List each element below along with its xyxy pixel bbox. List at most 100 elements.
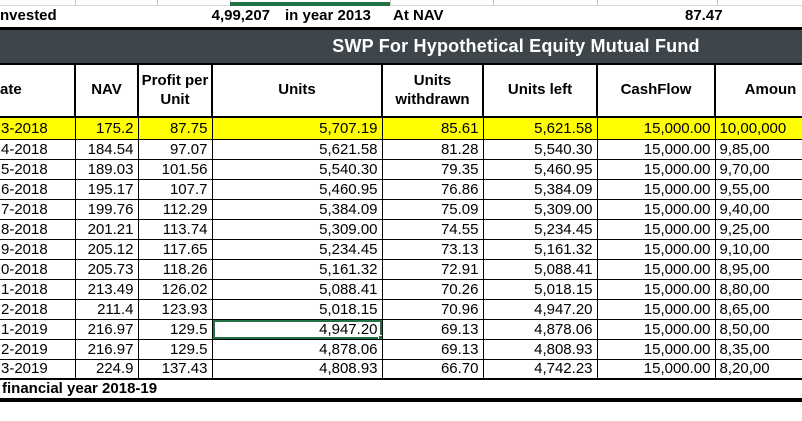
cell-left[interactable]: 4,878.06	[482, 318, 598, 340]
cell-cashflow[interactable]: 15,000.00	[596, 198, 716, 220]
at-nav-value[interactable]: 87.47	[685, 7, 723, 24]
at-nav-label[interactable]: At NAV	[393, 7, 444, 24]
cell-amount[interactable]: 9,10,00	[714, 238, 802, 260]
cell-cashflow[interactable]: 15,000.00	[596, 116, 716, 140]
cell-amount[interactable]: 9,55,00	[714, 178, 802, 200]
cell-nav[interactable]: 189.03	[74, 158, 139, 180]
cell-cashflow[interactable]: 15,000.00	[596, 318, 716, 340]
header-units-left[interactable]: Units left	[482, 63, 598, 118]
cell-units[interactable]: 5,088.41	[211, 278, 383, 300]
cell-profit[interactable]: 123.93	[137, 298, 213, 320]
cell-amount[interactable]: 9,85,00	[714, 138, 802, 160]
cell-amount[interactable]: 9,25,00	[714, 218, 802, 240]
header-units-withdrawn[interactable]: Units withdrawn	[381, 63, 484, 118]
cell-nav[interactable]: 199.76	[74, 198, 139, 220]
cell-amount[interactable]: 10,00,000	[714, 116, 802, 140]
cell-amount[interactable]: 8,65,00	[714, 298, 802, 320]
cell-left[interactable]: 5,309.00	[482, 198, 598, 220]
cell-left[interactable]: 4,742.23	[482, 358, 598, 380]
cell-amount[interactable]: 9,40,00	[714, 198, 802, 220]
cell-profit[interactable]: 129.5	[137, 338, 213, 360]
cell-cashflow[interactable]: 15,000.00	[596, 258, 716, 280]
cell-units[interactable]: 5,621.58	[211, 138, 383, 160]
cell-nav[interactable]: 213.49	[74, 278, 139, 300]
cell-date[interactable]: 4-2018	[0, 138, 76, 160]
cell-withdrawn[interactable]: 85.61	[381, 116, 484, 140]
cell-cashflow[interactable]: 15,000.00	[596, 338, 716, 360]
cell-profit[interactable]: 129.5	[137, 318, 213, 340]
cell-units[interactable]: 5,018.15	[211, 298, 383, 320]
cell-units[interactable]: 5,707.19	[211, 116, 383, 140]
cell-units[interactable]: 5,161.32	[211, 258, 383, 280]
cell-cashflow[interactable]: 15,000.00	[596, 358, 716, 380]
cell-nav[interactable]: 195.17	[74, 178, 139, 200]
cell-withdrawn[interactable]: 75.09	[381, 198, 484, 220]
cell-profit[interactable]: 113.74	[137, 218, 213, 240]
cell-withdrawn[interactable]: 70.96	[381, 298, 484, 320]
cell-units[interactable]: 5,540.30	[211, 158, 383, 180]
cell-date[interactable]: 1-2019	[0, 318, 76, 340]
cell-withdrawn[interactable]: 66.70	[381, 358, 484, 380]
cell-left[interactable]: 5,621.58	[482, 116, 598, 140]
cell-date[interactable]: 1-2018	[0, 278, 76, 300]
cell-withdrawn[interactable]: 70.26	[381, 278, 484, 300]
cell-units[interactable]: 4,808.93	[211, 358, 383, 380]
cell-cashflow[interactable]: 15,000.00	[596, 298, 716, 320]
cell-date[interactable]: 5-2018	[0, 158, 76, 180]
cell-profit[interactable]: 97.07	[137, 138, 213, 160]
cell-date[interactable]: 9-2018	[0, 238, 76, 260]
cell-nav[interactable]: 175.2	[74, 116, 139, 140]
cell-date[interactable]: 0-2018	[0, 258, 76, 280]
cell-profit[interactable]: 117.65	[137, 238, 213, 260]
cell-amount[interactable]: 8,50,00	[714, 318, 802, 340]
cell-withdrawn[interactable]: 79.35	[381, 158, 484, 180]
cell-left[interactable]: 5,540.30	[482, 138, 598, 160]
cell-left[interactable]: 5,088.41	[482, 258, 598, 280]
cell-date[interactable]: 2-2019	[0, 338, 76, 360]
cell-cashflow[interactable]: 15,000.00	[596, 278, 716, 300]
header-amount[interactable]: Amoun	[714, 63, 802, 118]
cell-cashflow[interactable]: 15,000.00	[596, 138, 716, 160]
cell-units[interactable]: 4,947.20	[211, 318, 383, 340]
cell-date[interactable]: 7-2018	[0, 198, 76, 220]
header-profit[interactable]: Profit per Unit	[137, 63, 213, 118]
cell-units[interactable]: 5,460.95	[211, 178, 383, 200]
cell-profit[interactable]: 137.43	[137, 358, 213, 380]
header-date[interactable]: ate	[0, 63, 76, 118]
cell-withdrawn[interactable]: 74.55	[381, 218, 484, 240]
cell-profit[interactable]: 107.7	[137, 178, 213, 200]
cell-amount[interactable]: 9,70,00	[714, 158, 802, 180]
cell-units[interactable]: 4,878.06	[211, 338, 383, 360]
cell-profit[interactable]: 118.26	[137, 258, 213, 280]
invested-amount[interactable]: 4,99,207	[211, 7, 270, 24]
cell-left[interactable]: 5,018.15	[482, 278, 598, 300]
cell-nav[interactable]: 205.73	[74, 258, 139, 280]
cell-amount[interactable]: 8,20,00	[714, 358, 802, 380]
cell-left[interactable]: 5,460.95	[482, 158, 598, 180]
cell-withdrawn[interactable]: 69.13	[381, 338, 484, 360]
cell-units[interactable]: 5,384.09	[211, 198, 383, 220]
cell-withdrawn[interactable]: 69.13	[381, 318, 484, 340]
cell-withdrawn[interactable]: 76.86	[381, 178, 484, 200]
cell-date[interactable]: 3-2018	[0, 116, 76, 140]
cell-profit[interactable]: 101.56	[137, 158, 213, 180]
cell-date[interactable]: 8-2018	[0, 218, 76, 240]
cell-amount[interactable]: 8,95,00	[714, 258, 802, 280]
cell-left[interactable]: 4,808.93	[482, 338, 598, 360]
cell-withdrawn[interactable]: 72.91	[381, 258, 484, 280]
cell-cashflow[interactable]: 15,000.00	[596, 218, 716, 240]
cell-left[interactable]: 5,234.45	[482, 218, 598, 240]
cell-units[interactable]: 5,309.00	[211, 218, 383, 240]
cell-nav[interactable]: 224.9	[74, 358, 139, 380]
cell-amount[interactable]: 8,80,00	[714, 278, 802, 300]
cell-date[interactable]: 2-2018	[0, 298, 76, 320]
cell-withdrawn[interactable]: 73.13	[381, 238, 484, 260]
cell-profit[interactable]: 112.29	[137, 198, 213, 220]
cell-nav[interactable]: 216.97	[74, 338, 139, 360]
cell-nav[interactable]: 205.12	[74, 238, 139, 260]
header-cashflow[interactable]: CashFlow	[596, 63, 716, 118]
cell-profit[interactable]: 87.75	[137, 116, 213, 140]
cell-nav[interactable]: 184.54	[74, 138, 139, 160]
cell-left[interactable]: 5,384.09	[482, 178, 598, 200]
cell-withdrawn[interactable]: 81.28	[381, 138, 484, 160]
